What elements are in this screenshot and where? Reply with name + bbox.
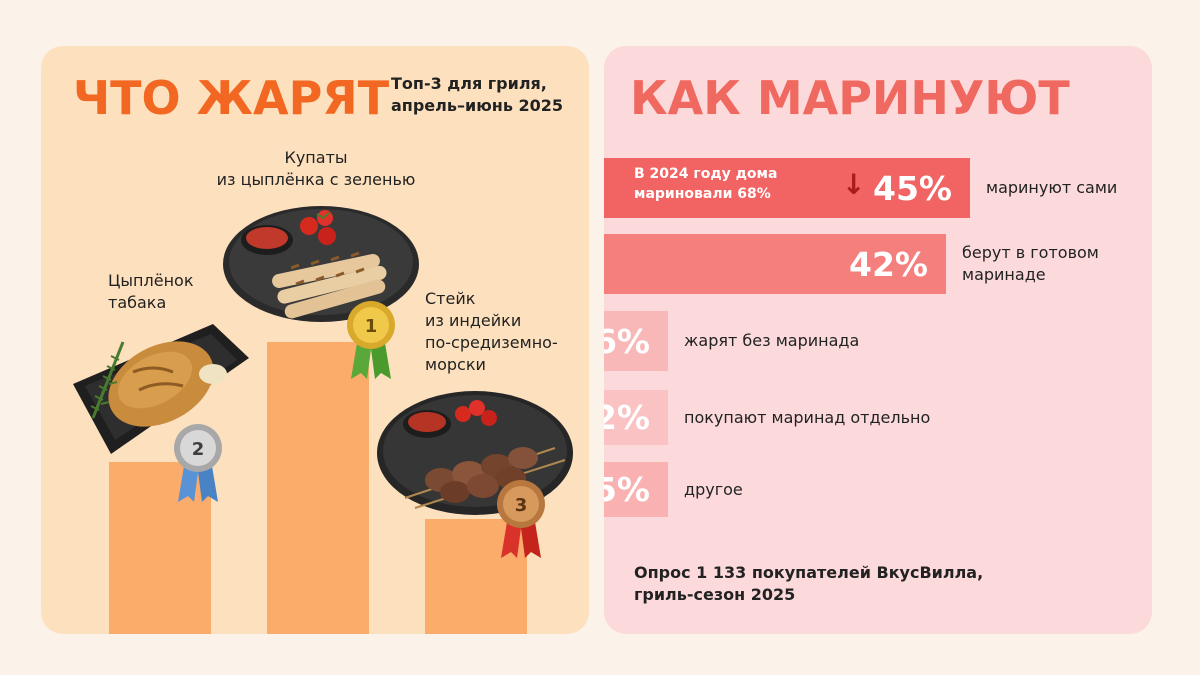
medal-rank: 1 (365, 316, 378, 337)
podium-column-1 (267, 342, 369, 634)
bar-category-label: берут в готовом маринаде (962, 242, 1099, 286)
subtitle-line: Топ-3 для гриля, (391, 74, 547, 93)
bar-value-label: 6% (604, 321, 650, 361)
label-line: по-средиземно- (425, 333, 558, 352)
category-line: покупают маринад отдельно (684, 407, 931, 427)
left-subtitle: Топ-3 для гриля, апрель–июнь 2025 (391, 73, 563, 117)
bar-1: 45% В 2024 году дома мариновали 68% ↓ (604, 158, 970, 218)
how-they-marinate-panel: КАК МАРИНУЮТ 45% В 2024 году дома маринова… (604, 46, 1152, 634)
bar-value-label: 2% (604, 398, 650, 437)
medal-rank: 3 (515, 495, 528, 516)
note-line: В 2024 году дома (634, 166, 778, 182)
podium-label-2: Цыплёнок табака (108, 270, 194, 314)
category-line: маринуют сами (986, 178, 1118, 197)
label-line: Купаты (284, 148, 348, 167)
bar-category-label: маринуют сами (986, 177, 1117, 199)
category-line: маринаде (962, 265, 1046, 284)
bar-category-label: другое (684, 479, 743, 501)
category-line: жарят без маринада (684, 331, 860, 350)
bar-4: 2% (604, 390, 668, 445)
podium-label-3: Стейк из индейки по-средиземно- морски (425, 288, 558, 376)
footnote-line: Опрос 1 133 покупателей ВкусВилла, (634, 563, 984, 582)
bar-value-label: 42% (849, 244, 928, 284)
label-line: табака (108, 293, 167, 312)
bronze-medal-icon: 3 (497, 480, 545, 558)
podium-label-1: Купаты из цыплёнка с зеленью (191, 147, 441, 191)
kupaty-plate-image (223, 206, 419, 322)
silver-medal-icon: 2 (174, 424, 222, 502)
bar-3: 6% (604, 311, 668, 371)
category-line: берут в готовом (962, 243, 1099, 262)
bar-value-label: 5% (604, 470, 650, 509)
bar-value-label: 45% (873, 168, 952, 208)
gold-medal-icon: 1 (347, 301, 395, 379)
label-line: морски (425, 355, 486, 374)
left-title: ЧТО ЖАРЯТ (73, 71, 390, 125)
bar-5: 5% (604, 462, 668, 517)
note-line: мариновали 68% (634, 186, 771, 202)
medal-rank: 2 (192, 439, 205, 460)
label-line: из цыплёнка с зеленью (216, 170, 416, 189)
chicken-tobacco-image (73, 324, 249, 454)
right-title: КАК МАРИНУЮТ (630, 71, 1070, 125)
category-line: другое (684, 479, 743, 499)
footnote-line: гриль-сезон 2025 (634, 585, 796, 604)
bar-2: 42% (604, 234, 946, 294)
previous-year-note: В 2024 году дома мариновали 68% (634, 164, 804, 204)
label-line: Стейк (425, 289, 476, 308)
subtitle-line: апрель–июнь 2025 (391, 96, 564, 115)
what-they-grill-panel: ЧТО ЖАРЯТ Топ-3 для гриля, апрель–июнь 2… (41, 46, 589, 634)
bar-category-label: жарят без маринада (684, 330, 859, 352)
label-line: Цыплёнок (108, 271, 194, 290)
label-line: из индейки (425, 311, 522, 330)
bar-category-label: покупают маринад отдельно (684, 407, 930, 429)
down-arrow-icon: ↓ (842, 168, 866, 201)
survey-footnote: Опрос 1 133 покупателей ВкусВилла, гриль… (634, 562, 983, 606)
